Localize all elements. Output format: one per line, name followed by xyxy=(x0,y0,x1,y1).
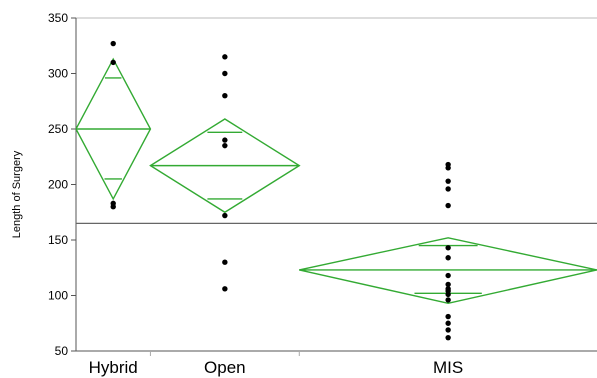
x-category-label-hybrid: Hybrid xyxy=(89,358,138,377)
point-open-3 xyxy=(222,137,228,143)
point-mis-12 xyxy=(445,297,451,303)
point-mis-14 xyxy=(445,320,451,326)
point-mis-5 xyxy=(445,245,451,251)
point-open-2 xyxy=(222,93,228,99)
point-hybrid-3 xyxy=(110,204,116,210)
diamond-mis xyxy=(299,237,597,304)
point-mis-7 xyxy=(445,272,451,279)
point-open-6 xyxy=(222,259,228,265)
point-open-1 xyxy=(222,70,228,77)
point-mis-16 xyxy=(445,334,451,341)
point-mis-3 xyxy=(445,186,451,192)
x-category-label-open: Open xyxy=(204,358,246,377)
x-category-label-mis: MIS xyxy=(433,358,463,377)
point-hybrid-1 xyxy=(110,59,116,66)
y-tick-label-150: 150 xyxy=(48,233,68,247)
point-mis-11 xyxy=(445,291,451,298)
y-tick-label-50: 50 xyxy=(55,344,69,358)
point-mis-4 xyxy=(445,202,451,209)
point-hybrid-0 xyxy=(110,40,116,47)
point-mis-1 xyxy=(445,165,451,171)
point-mis-2 xyxy=(445,178,451,184)
y-tick-label-300: 300 xyxy=(48,67,68,81)
y-tick-label-100: 100 xyxy=(48,289,68,303)
point-mis-13 xyxy=(445,313,451,320)
point-mis-15 xyxy=(445,327,451,333)
point-open-7 xyxy=(222,286,228,292)
y-tick-label-350: 350 xyxy=(48,11,68,25)
point-mis-6 xyxy=(445,255,451,261)
point-open-0 xyxy=(222,54,228,60)
y-tick-label-250: 250 xyxy=(48,122,68,136)
y-tick-label-200: 200 xyxy=(48,178,68,192)
point-open-4 xyxy=(222,142,228,149)
point-mis-8 xyxy=(445,281,451,288)
point-open-5 xyxy=(222,212,228,219)
y-axis-title: Length of Surgery xyxy=(11,150,23,238)
